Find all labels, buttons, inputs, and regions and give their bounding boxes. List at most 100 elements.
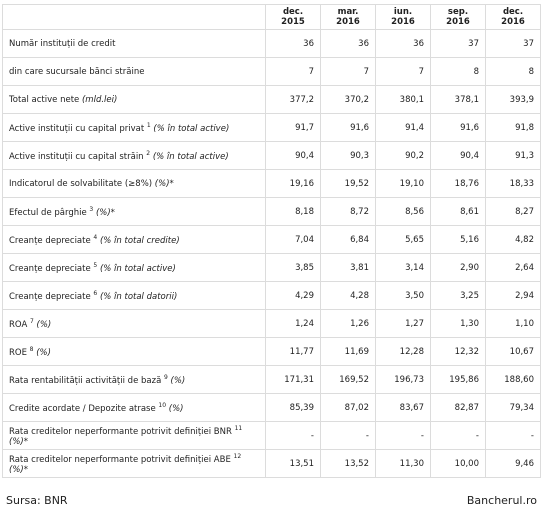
row-label: Active instituții cu capital străin 2 (%… [2,141,266,170]
row-label: ROA 7 (%) [2,309,266,338]
cell-value: 12,28 [375,337,431,366]
cell-value: 10,00 [430,449,486,478]
cell-value: - [485,421,541,450]
row-label: Creanțe depreciate 4 (% în total credite… [2,225,266,254]
unit: (% în total active) [153,123,230,134]
table-row: ROA 7 (%) 1,24 1,26 1,27 1,30 1,10 [2,309,541,338]
cell-value: 1,24 [265,309,321,338]
unit: (%) [170,375,186,386]
table-row: Credite acordate / Depozite atrase 10 (%… [2,393,541,422]
column-header: sep. 2016 [430,4,486,30]
label-text: Active instituții cu capital străin [9,151,144,162]
cell-value: 85,39 [265,393,321,422]
label-text: Efectul de pârghie [9,207,87,218]
row-label: Credite acordate / Depozite atrase 10 (%… [2,393,266,422]
cell-value: 378,1 [430,85,486,114]
cell-value: 11,30 [375,449,431,478]
cell-value: 370,2 [320,85,376,114]
cell-value: 12,32 [430,337,486,366]
cell-value: 3,50 [375,281,431,310]
cell-value: 2,94 [485,281,541,310]
cell-value: 90,2 [375,141,431,170]
label-text: Indicatorul de solvabilitate (≥8%) [9,178,153,189]
cell-value: 36 [320,29,376,58]
label-text: Număr instituții de credit [9,38,116,49]
label-text: Rata creditelor neperformante potrivit d… [9,426,232,437]
row-label: Indicatorul de solvabilitate (≥8%) (%)* [2,169,266,198]
footnote-ref: 9 [164,373,168,381]
unit: (% în total active) [152,151,229,162]
data-table: dec. 2015 mar. 2016 iun. 2016 sep. 2016 dec.… [2,4,541,478]
table-row: Creanțe depreciate 4 (% în total credite… [2,225,541,254]
cell-value: 377,2 [265,85,321,114]
cell-value: 6,84 [320,225,376,254]
table-row: ROE 8 (%) 11,77 11,69 12,28 12,32 10,67 [2,337,541,366]
cell-value: - [320,421,376,450]
cell-value: 169,52 [320,365,376,394]
column-header: dec. 2015 [265,4,321,30]
table-row: Total active nete (mld.lei) 377,2 370,2 380… [2,85,541,114]
cell-value: 91,4 [375,113,431,142]
cell-value: 10,67 [485,337,541,366]
cell-value: 8,72 [320,197,376,226]
table-row: Creanțe depreciate 6 (% în total datorii… [2,281,541,310]
cell-value: 4,82 [485,225,541,254]
cell-value: 91,6 [430,113,486,142]
cell-value: 8,61 [430,197,486,226]
cell-value: 37 [485,29,541,58]
cell-value: 393,9 [485,85,541,114]
footnote-ref: 10 [158,401,167,409]
cell-value: 87,02 [320,393,376,422]
footnote-ref: 7 [29,317,34,325]
cell-value: 13,51 [265,449,321,478]
table-row: Indicatorul de solvabilitate (≥8%) (%)* 1… [2,169,541,198]
cell-value: 3,25 [430,281,486,310]
footnote-ref: 4 [93,233,98,241]
row-label: Rata creditelor neperformante potrivit d… [2,449,266,478]
cell-value: 171,31 [265,365,321,394]
cell-value: 90,4 [430,141,486,170]
cell-value: 19,10 [375,169,431,198]
table-row: Rata creditelor neperformante potrivit d… [2,449,541,478]
cell-value: - [265,421,321,450]
cell-value: 3,81 [320,253,376,282]
unit: (%) [36,319,52,330]
row-label: Active instituții cu capital privat 1 (%… [2,113,266,142]
cell-value: 2,64 [485,253,541,282]
footnote-ref: 6 [93,289,98,297]
cell-value: 1,27 [375,309,431,338]
unit: (%)* [154,178,174,189]
cell-value: 7 [265,57,321,86]
label-text: din care sucursale bănci străine [9,66,145,77]
table-row: Efectul de pârghie 3 (%)* 8,18 8,72 8,56 8,6… [2,197,541,226]
cell-value: 91,7 [265,113,321,142]
label-text: Total active nete [9,94,80,105]
unit: (% în total credite) [99,235,180,246]
row-label: ROE 8 (%) [2,337,266,366]
cell-value: 380,1 [375,85,431,114]
unit: (%) [168,403,184,414]
cell-value: 82,87 [430,393,486,422]
cell-value: 37 [430,29,486,58]
cell-value: 8,56 [375,197,431,226]
cell-value: 7 [320,57,376,86]
cell-value: 5,65 [375,225,431,254]
table-row: Rata rentabilității activității de bază … [2,365,541,394]
unit: (%)* [9,436,28,447]
cell-value: 36 [375,29,431,58]
cell-value: 1,10 [485,309,541,338]
row-label: Rata creditelor neperformante potrivit d… [2,421,266,450]
cell-value: 11,77 [265,337,321,366]
table-row: Active instituții cu capital străin 2 (%… [2,141,541,170]
row-label: Creanțe depreciate 5 (% în total active) [2,253,266,282]
row-label: Creanțe depreciate 6 (% în total datorii… [2,281,266,310]
row-label: Rata rentabilității activității de bază … [2,365,266,394]
cell-value: 36 [265,29,321,58]
table-row: Active instituții cu capital privat 1 (%… [2,113,541,142]
header-row: dec. 2015 mar. 2016 iun. 2016 sep. 2016 dec.… [2,4,541,30]
table-row: Număr instituții de credit 36 36 36 37 37 [2,29,541,58]
label-text: Rata creditelor neperformante potrivit d… [9,454,231,465]
row-label: din care sucursale bănci străine [2,57,266,86]
label-text: Creanțe depreciate [9,235,91,246]
